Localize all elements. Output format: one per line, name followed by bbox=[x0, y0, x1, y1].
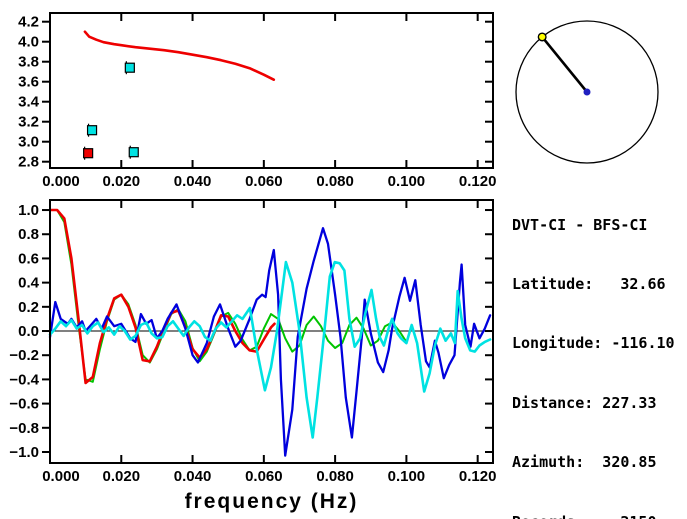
x-tick-label: 0.080 bbox=[316, 173, 354, 190]
bottom-chart-spectra: 0.000 0.020 0.040 0.060 0.080 0.100 0.120 −1.0 −… bbox=[9, 199, 497, 513]
model-spectrum-red-curve bbox=[48, 208, 276, 385]
x-tick-label: 0.020 bbox=[103, 468, 141, 485]
top-chart-phase-velocity: 0.000 0.020 0.040 0.060 0.080 0.100 0.120 2.8 3.… bbox=[18, 12, 497, 190]
plot-frame bbox=[49, 12, 494, 169]
x-tick-label: 0.020 bbox=[103, 173, 141, 190]
measurement-square bbox=[86, 125, 98, 136]
distance-line: Distance: 227.33 bbox=[512, 393, 657, 412]
azimuth-dial bbox=[515, 20, 659, 164]
predicted-phase-velocity-curve bbox=[83, 30, 276, 81]
x-tick-label: 0.100 bbox=[388, 173, 426, 190]
y-tick-label: 4.2 bbox=[18, 14, 39, 31]
measurement-square bbox=[124, 62, 135, 73]
y-tick-label: 2.8 bbox=[18, 154, 39, 171]
azimuth-line: Azimuth: 320.85 bbox=[512, 453, 657, 472]
station-pair-title: DVT-CI - BFS-CI bbox=[512, 215, 648, 234]
x-tick-label: 0.040 bbox=[174, 468, 212, 485]
x-tick-label: 0.040 bbox=[174, 173, 212, 190]
x-tick-label: 0.100 bbox=[388, 468, 426, 485]
dial-circle bbox=[515, 20, 659, 164]
y-tick-label: −0.2 bbox=[9, 347, 39, 364]
longitude-line: Longitude: -116.10 bbox=[512, 334, 675, 353]
y-tick-label: 3.6 bbox=[18, 74, 39, 91]
x-tick-label: 0.000 bbox=[42, 468, 80, 485]
x-tick-label: 0.060 bbox=[245, 173, 283, 190]
y-tick-label: 3.2 bbox=[18, 114, 39, 131]
y-tick-label: 0.4 bbox=[18, 275, 40, 292]
y-tick-label: 0.2 bbox=[18, 299, 39, 316]
y-tick-label: 3.8 bbox=[18, 54, 39, 71]
observed-spectrum-blue-curve bbox=[48, 227, 492, 457]
y-tick-label: 3.4 bbox=[18, 94, 40, 111]
x-axis-title: frequency (Hz) bbox=[185, 490, 359, 513]
x-tick-label: 0.000 bbox=[42, 173, 80, 190]
y-tick-label: 0.0 bbox=[18, 323, 39, 340]
station-info-panel: DVT-CI - BFS-CI Latitude: 32.66 Longitud… bbox=[512, 176, 675, 519]
y-tick-label: −0.4 bbox=[9, 371, 39, 388]
observed-spectrum-cyan-curve bbox=[48, 260, 492, 439]
y-tick-label: 0.6 bbox=[18, 250, 39, 267]
x-tick-label: 0.060 bbox=[245, 468, 283, 485]
model-spectrum-green-curve bbox=[49, 209, 408, 383]
y-tick-label: −1.0 bbox=[9, 444, 39, 461]
records-line: Records: 2150 bbox=[512, 513, 675, 519]
x-tick-label: 0.080 bbox=[316, 468, 354, 485]
latitude-line: Latitude: 32.66 bbox=[512, 274, 666, 293]
measurement-square bbox=[83, 148, 94, 159]
y-tick-label: 1.0 bbox=[18, 202, 39, 219]
y-tick-label: 0.8 bbox=[18, 226, 39, 243]
x-tick-label: 0.120 bbox=[459, 173, 497, 190]
station-center-dot bbox=[583, 88, 591, 96]
x-tick-label: 0.120 bbox=[459, 468, 497, 485]
measurement-square bbox=[128, 147, 139, 158]
y-tick-label: −0.8 bbox=[9, 420, 39, 437]
y-tick-label: −0.6 bbox=[9, 396, 39, 413]
event-azimuth-dot bbox=[537, 32, 547, 42]
y-tick-label: 4.0 bbox=[18, 34, 39, 51]
azimuth-line bbox=[541, 36, 589, 93]
y-tick-label: 3.0 bbox=[18, 134, 39, 151]
